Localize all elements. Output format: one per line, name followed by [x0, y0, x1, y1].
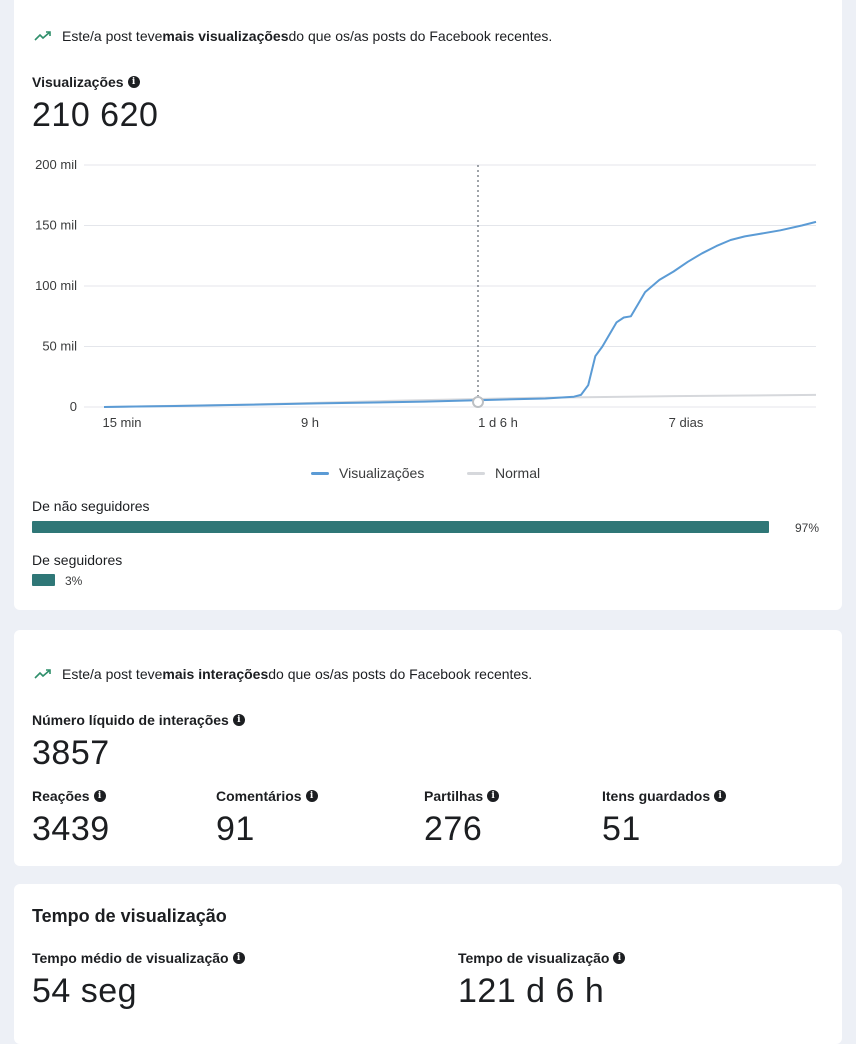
info-icon[interactable]: i [232, 714, 245, 726]
info-icon[interactable]: i [127, 76, 140, 88]
breakdown-bar-followers [32, 574, 55, 586]
interactions-metric-label: Número líquido de interações i [32, 712, 245, 728]
y-tick-label: 100 mil [35, 278, 77, 293]
series-line-views [103, 220, 817, 408]
trend-text-bold: mais visualizações [162, 28, 289, 44]
avg-watch-time-label-text: Tempo médio de visualização [32, 950, 229, 966]
saved-items-label-text: Itens guardados [602, 788, 711, 804]
info-icon[interactable]: i [305, 790, 318, 802]
total-watch-time-value: 121 d 6 h [458, 972, 605, 1010]
avg-watch-time-value: 54 seg [32, 972, 138, 1010]
y-tick-label: 150 mil [35, 218, 77, 233]
x-tick-label: 9 h [301, 415, 319, 430]
x-tick-label: 7 dias [669, 415, 704, 430]
interactions-label-text: Número líquido de interações [32, 712, 229, 728]
views-metric-value: 210 620 [32, 96, 159, 134]
saved-items-value: 51 [602, 810, 641, 848]
legend-swatch-views [311, 471, 329, 475]
interactions-metric-value: 3857 [32, 734, 110, 772]
reactions-label: Reações i [32, 788, 106, 804]
trend-text-bold: mais interações [162, 666, 269, 682]
breakdown-bar-non-followers [32, 521, 769, 533]
breakdown-percent-followers: 3% [65, 574, 83, 588]
legend-item-normal[interactable]: Normal [467, 465, 540, 481]
comments-label: Comentários i [216, 788, 318, 804]
reactions-label-text: Reações [32, 788, 90, 804]
interactions-trend-note: Este/a post teve mais interações do que … [34, 666, 532, 682]
legend-swatch-normal [467, 471, 485, 475]
views-card: Este/a post teve mais visualizações do q… [14, 0, 842, 610]
info-icon[interactable]: i [93, 790, 106, 802]
shares-label: Partilhas i [424, 788, 500, 804]
info-icon[interactable]: i [613, 952, 626, 964]
interactions-card: Este/a post teve mais interações do que … [14, 630, 842, 866]
legend-item-views[interactable]: Visualizações [311, 465, 424, 481]
trend-text-prefix: Este/a post teve [62, 28, 163, 44]
trend-text-suffix: do que os/as posts do Facebook recentes. [288, 28, 553, 44]
y-tick-label: 0 [70, 399, 77, 414]
legend-label-normal: Normal [495, 465, 541, 481]
comments-value: 91 [216, 810, 255, 848]
watch-time-card: Tempo de visualização Tempo médio de vis… [14, 884, 842, 1044]
avg-watch-time-label: Tempo médio de visualização i [32, 950, 245, 966]
views-label-text: Visualizações [32, 74, 124, 90]
legend-label-views: Visualizações [339, 465, 425, 481]
y-tick-label: 50 mil [42, 339, 77, 354]
views-line-chart: 200 mil 150 mil 100 mil 50 mil 0 15 min 9 h 1 d… [35, 160, 817, 430]
info-icon[interactable]: i [714, 790, 727, 802]
x-tick-label: 15 min [102, 415, 141, 430]
total-watch-time-label-text: Tempo de visualização [458, 950, 610, 966]
info-icon[interactable]: i [487, 790, 500, 802]
views-trend-note: Este/a post teve mais visualizações do q… [34, 28, 552, 44]
breakdown-percent-non-followers: 97% [795, 521, 820, 535]
breakdown-label-non-followers: De não seguidores [32, 498, 150, 514]
total-watch-time-label: Tempo de visualização i [458, 950, 626, 966]
x-tick-label: 1 d 6 h [478, 415, 518, 430]
trend-text-suffix: do que os/as posts do Facebook recentes. [268, 666, 533, 682]
comments-label-text: Comentários [216, 788, 302, 804]
shares-value: 276 [424, 810, 483, 848]
y-tick-label: 200 mil [35, 160, 77, 172]
reactions-value: 3439 [32, 810, 110, 848]
watch-time-title: Tempo de visualização [32, 906, 227, 926]
trend-text-prefix: Este/a post teve [62, 666, 163, 682]
info-icon[interactable]: i [232, 952, 245, 964]
time-marker-handle[interactable] [472, 396, 484, 408]
shares-label-text: Partilhas [424, 788, 484, 804]
breakdown-label-followers: De seguidores [32, 552, 123, 568]
views-metric-label: Visualizações i [32, 74, 140, 90]
trending-up-icon [34, 31, 51, 41]
trending-up-icon [34, 669, 51, 679]
saved-items-label: Itens guardados i [602, 788, 727, 804]
